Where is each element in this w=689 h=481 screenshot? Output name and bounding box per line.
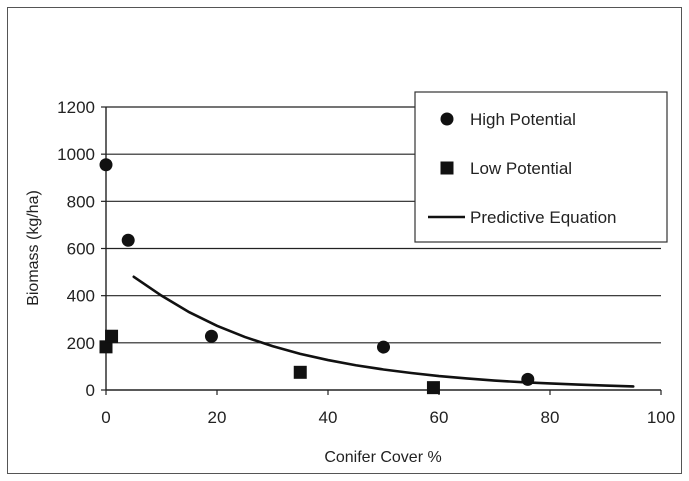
high-potential-point-1 xyxy=(121,233,135,247)
high-potential-point-2 xyxy=(204,329,218,343)
y-tick-label-0: 0 xyxy=(86,381,95,400)
x-tick-label-0: 0 xyxy=(101,408,110,427)
legend-label-predictive-equation: Predictive Equation xyxy=(470,208,616,227)
x-tick-label-60: 60 xyxy=(430,408,449,427)
high-potential-point-4 xyxy=(521,372,535,386)
low-potential-point-0 xyxy=(99,340,113,354)
high-potential-point-3 xyxy=(377,340,390,354)
data-points xyxy=(99,158,535,395)
y-tick-labels: 0 200 400 600 800 1000 1200 xyxy=(57,98,95,400)
low-potential-point-1 xyxy=(105,329,119,343)
y-tick-label-1200: 1200 xyxy=(57,98,95,117)
y-tick-label-400: 400 xyxy=(67,287,95,306)
legend: High Potential Low Potential Predictive Eq… xyxy=(414,91,668,243)
legend-marker-high-potential xyxy=(440,112,454,126)
legend-label-high-potential: High Potential xyxy=(470,110,576,129)
x-axis-title: Conifer Cover % xyxy=(324,449,441,466)
x-tick-label-100: 100 xyxy=(647,408,675,427)
y-tick-label-200: 200 xyxy=(67,334,95,353)
low-potential-point-2 xyxy=(293,365,307,379)
y-axis-title: Biomass (kg/ha) xyxy=(25,190,42,306)
predictive-equation-line xyxy=(132,275,635,388)
y-tick-label-800: 800 xyxy=(67,192,95,211)
y-tick-label-1000: 1000 xyxy=(57,145,95,164)
x-tick-labels: 0 20 40 60 80 100 xyxy=(101,408,675,427)
legend-label-low-potential: Low Potential xyxy=(470,159,572,178)
predictive-equation-series xyxy=(132,275,635,388)
y-tick-label-600: 600 xyxy=(67,240,95,259)
legend-marker-low-potential xyxy=(440,161,454,175)
low-potential-point-3 xyxy=(426,381,440,395)
x-tick-label-80: 80 xyxy=(541,408,560,427)
high-potential-point-0 xyxy=(99,158,113,172)
x-tick-label-20: 20 xyxy=(208,408,227,427)
x-tick-label-40: 40 xyxy=(319,408,338,427)
